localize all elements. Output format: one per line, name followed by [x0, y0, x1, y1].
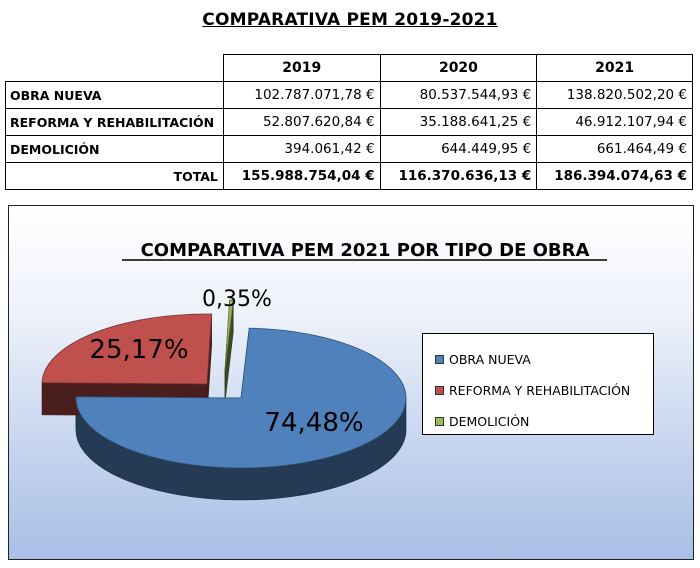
table-cell: 46.912.107,94 €: [536, 108, 693, 136]
row-label: OBRA NUEVA: [5, 81, 224, 109]
chart-legend: OBRA NUEVA REFORMA Y REHABILITACIÓN DEMOLI…: [422, 333, 654, 435]
pie-slice-obra-nueva: [75, 327, 407, 469]
column-header-2020: 2020: [379, 54, 538, 82]
pie-slice-demolicion: [224, 299, 234, 371]
table-header-row: 2019 2020 2021: [5, 54, 693, 82]
table-corner-cell: [5, 54, 224, 82]
chart-title: COMPARATIVA PEM 2021 POR TIPO DE OBRA: [141, 240, 590, 261]
pie-chart-frame: COMPARATIVA PEM 2021 POR TIPO DE OBRA 74…: [8, 205, 694, 560]
table-row-total: TOTAL 155.988.754,04 € 116.370.636,13 € …: [5, 162, 693, 190]
row-label: DEMOLICIÓN: [5, 135, 224, 163]
legend-label: OBRA NUEVA: [449, 352, 531, 367]
pie-chart: COMPARATIVA PEM 2021 POR TIPO DE OBRA 74…: [41, 240, 607, 501]
legend-item: REFORMA Y REHABILITACIÓN: [435, 375, 653, 406]
legend-label: DEMOLICIÓN: [449, 414, 530, 429]
pie-slice-reforma: [41, 313, 213, 385]
table-row-reforma: REFORMA Y REHABILITACIÓN 52.807.620,84 €…: [5, 108, 693, 136]
legend-item: OBRA NUEVA: [435, 344, 653, 375]
table-cell: 138.820.502,20 €: [536, 81, 693, 109]
table-row-demolicion: DEMOLICIÓN 394.061,42 € 644.449,95 € 661…: [5, 135, 693, 163]
table-cell: 52.807.620,84 €: [222, 108, 381, 136]
table-cell: 102.787.071,78 €: [222, 81, 381, 109]
legend-item: DEMOLICIÓN: [435, 406, 653, 437]
page-title: COMPARATIVA PEM 2019-2021: [202, 10, 498, 30]
pie-data-label: 0,35%: [202, 287, 272, 312]
total-cell: 186.394.074,63 €: [536, 162, 693, 190]
column-header-2019: 2019: [222, 54, 381, 82]
table-row-obra-nueva: OBRA NUEVA 102.787.071,78 € 80.537.544,9…: [5, 81, 693, 109]
table-cell: 80.537.544,93 €: [379, 81, 538, 109]
legend-swatch: [435, 417, 444, 426]
table-cell: 644.449,95 €: [379, 135, 538, 163]
pem-comparison-table: 2019 2020 2021 OBRA NUEVA 102.787.071,78…: [5, 54, 693, 190]
total-label: TOTAL: [5, 162, 224, 190]
total-cell: 155.988.754,04 €: [222, 162, 381, 190]
table-cell: 661.464,49 €: [536, 135, 693, 163]
table-cell: 35.188.641,25 €: [379, 108, 538, 136]
legend-swatch: [435, 386, 444, 395]
pie-data-label: 74,48%: [264, 408, 363, 438]
legend-swatch: [435, 355, 444, 364]
legend-label: REFORMA Y REHABILITACIÓN: [449, 383, 631, 398]
total-cell: 116.370.636,13 €: [379, 162, 538, 190]
column-header-2021: 2021: [536, 54, 693, 82]
pie-data-label: 25,17%: [89, 335, 188, 365]
row-label: REFORMA Y REHABILITACIÓN: [5, 108, 224, 136]
table-cell: 394.061,42 €: [222, 135, 381, 163]
